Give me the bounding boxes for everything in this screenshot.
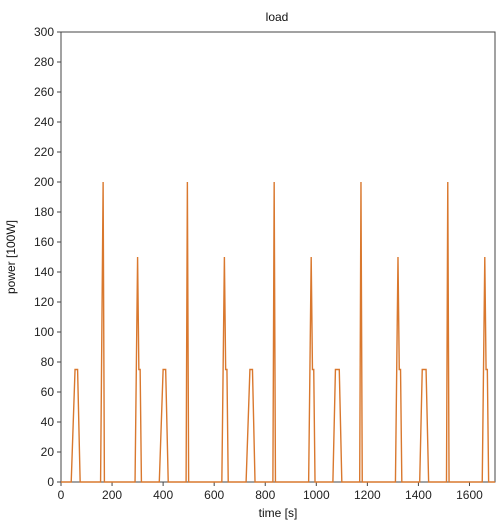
y-tick-label: 180 <box>34 205 54 219</box>
series-line-load <box>61 181 495 483</box>
y-tick-label: 240 <box>34 115 54 129</box>
y-tick-label: 260 <box>34 85 54 99</box>
x-tick-label: 1400 <box>405 488 432 502</box>
x-tick-label: 400 <box>153 488 173 502</box>
x-tick-label: 1000 <box>303 488 330 502</box>
chart-title: load <box>266 10 289 24</box>
y-tick-label: 200 <box>34 175 54 189</box>
x-tick-label: 200 <box>102 488 122 502</box>
x-tick-label: 1600 <box>456 488 483 502</box>
y-tick-label: 80 <box>41 355 55 369</box>
y-tick-label: 0 <box>47 475 54 489</box>
y-tick-label: 100 <box>34 325 54 339</box>
x-tick-label: 1200 <box>354 488 381 502</box>
y-tick-label: 140 <box>34 265 54 279</box>
y-tick-label: 300 <box>34 25 54 39</box>
y-tick-label: 160 <box>34 235 54 249</box>
y-tick-label: 60 <box>41 385 55 399</box>
y-tick-label: 220 <box>34 145 54 159</box>
y-tick-label: 20 <box>41 445 55 459</box>
y-tick-label: 40 <box>41 415 55 429</box>
x-axis: 0 200 400 600 800 1000 1200 1400 1600 <box>58 482 483 502</box>
y-tick-label: 280 <box>34 55 54 69</box>
plot-area <box>60 31 496 483</box>
x-axis-title: time [s] <box>259 506 298 520</box>
x-tick-label: 600 <box>204 488 224 502</box>
x-tick-label: 0 <box>58 488 65 502</box>
y-axis: 0 20 40 60 80 100 120 140 160 180 200 220 240 260 280 3… <box>34 25 61 489</box>
y-axis-title: power [100W] <box>4 220 18 294</box>
y-tick-label: 120 <box>34 295 54 309</box>
x-tick-label: 800 <box>255 488 275 502</box>
